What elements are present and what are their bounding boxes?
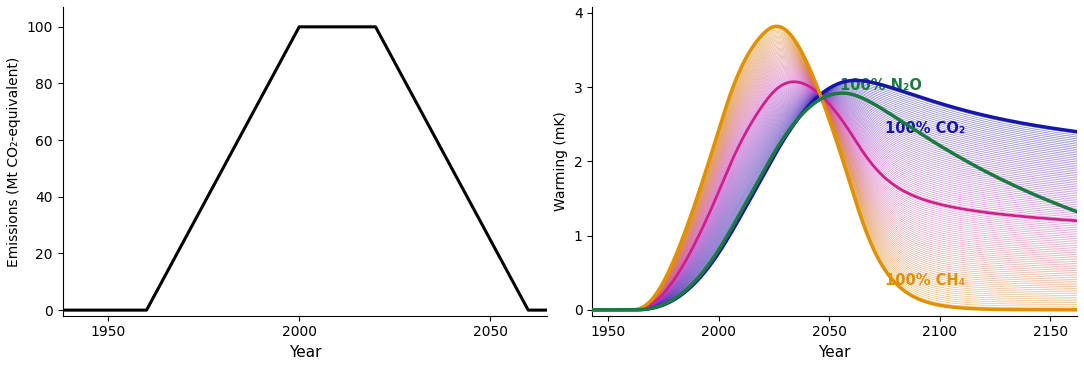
Text: 100% N₂O: 100% N₂O — [840, 78, 922, 93]
Text: 100% CO₂: 100% CO₂ — [885, 121, 965, 136]
Text: 100% CH₄: 100% CH₄ — [885, 273, 965, 288]
X-axis label: Year: Year — [818, 345, 851, 360]
Y-axis label: Warming (mK): Warming (mK) — [554, 112, 568, 211]
Y-axis label: Emissions (Mt CO₂-equivalent): Emissions (Mt CO₂-equivalent) — [7, 56, 21, 266]
X-axis label: Year: Year — [288, 345, 321, 360]
